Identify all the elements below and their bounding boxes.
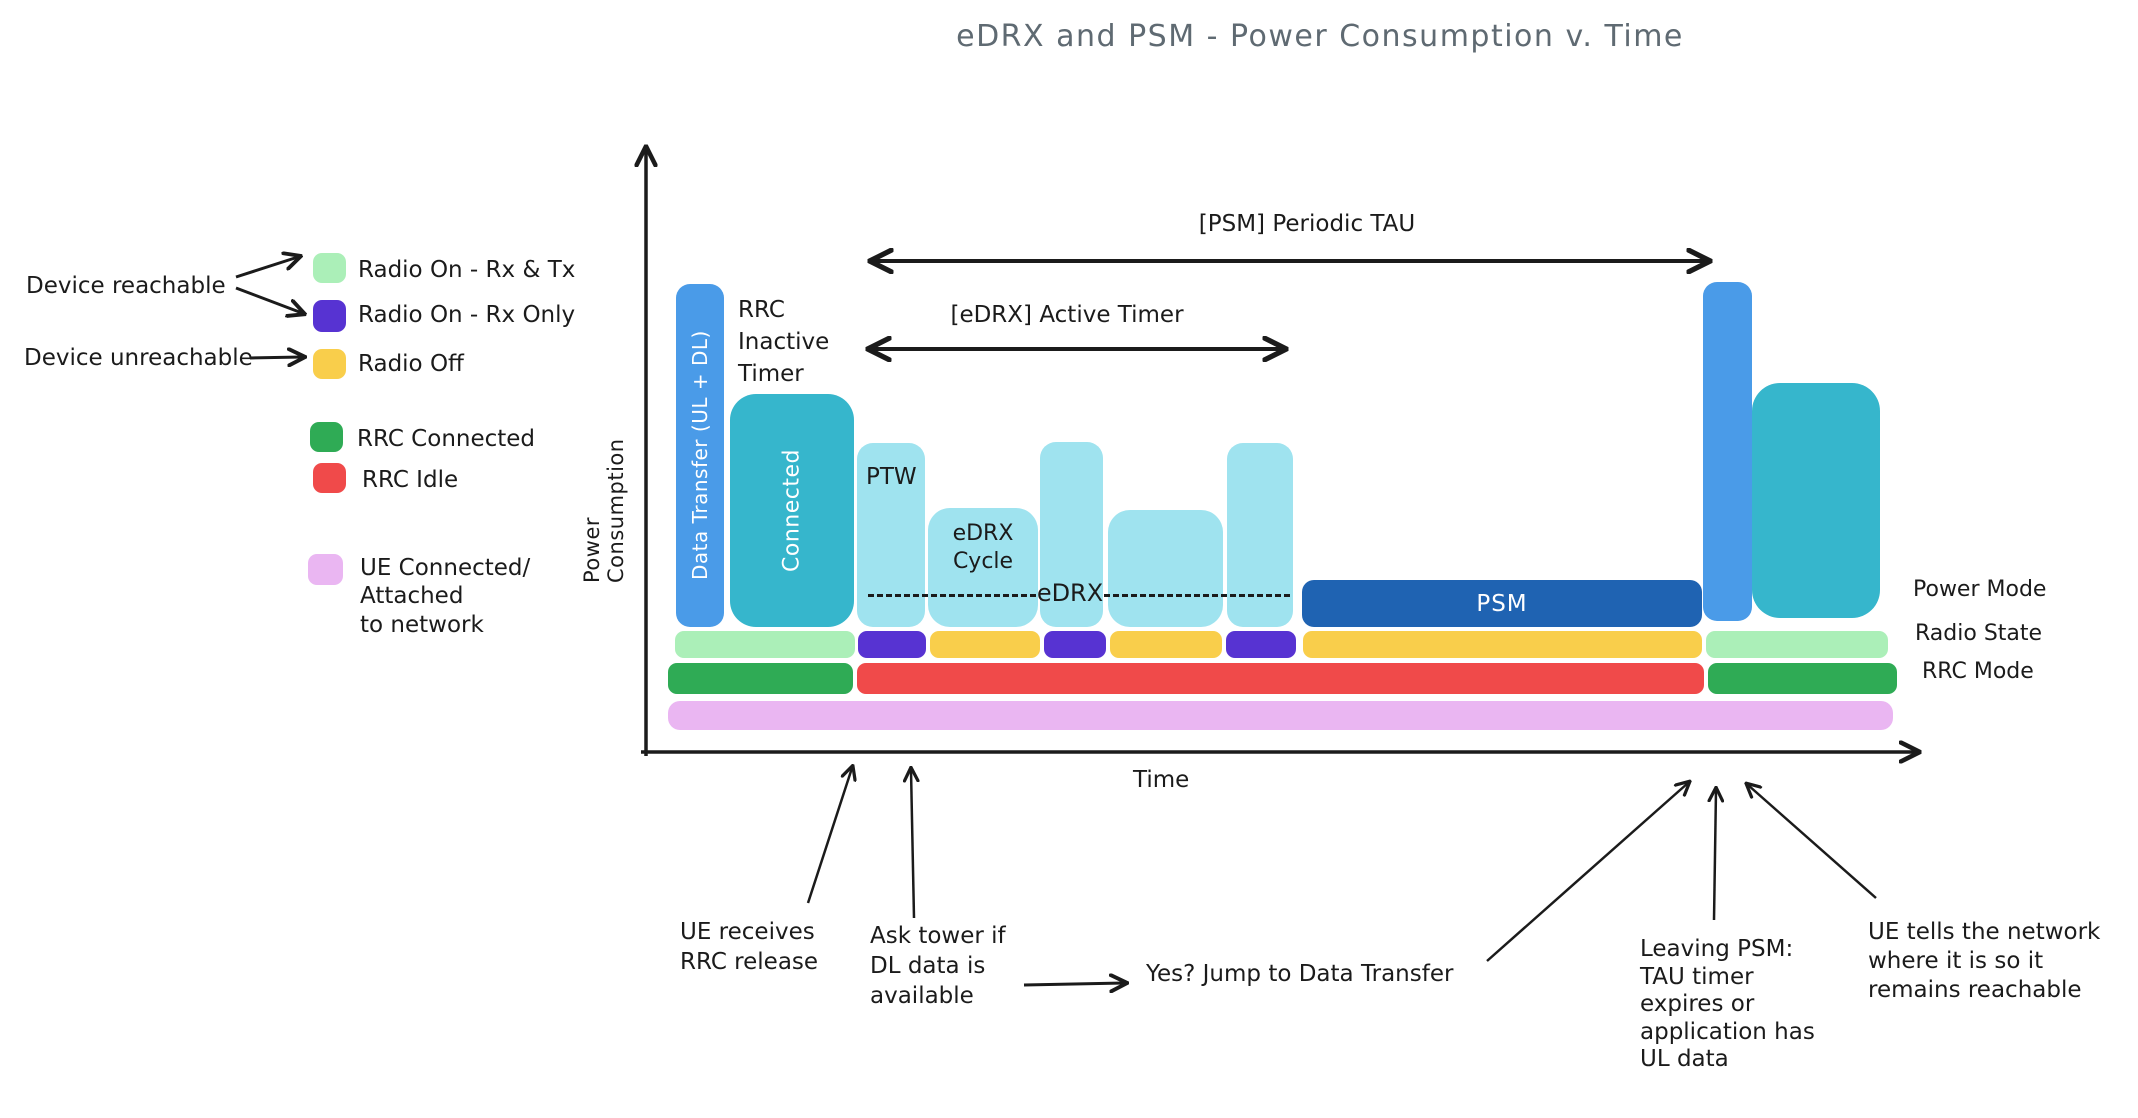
legend-device-reachable-label: Device reachable: [26, 273, 226, 299]
rrc-mode-row-label: RRC Mode: [1922, 659, 2034, 684]
edrx-active-timer-label: [eDRX] Active Timer: [950, 302, 1184, 328]
legend-swatch-rrc-connected: [310, 422, 343, 452]
edrx-cycle-label: eDRX Cycle: [952, 521, 1014, 574]
device-unreachable-arrow: [249, 357, 302, 358]
edrx-cycle-bar-2: [1108, 510, 1223, 627]
power-mode-row-label: Power Mode: [1913, 577, 2047, 602]
radio-strip-rxtx-right: [1706, 631, 1888, 658]
legend-radio-off-label: Radio Off: [358, 351, 464, 377]
ptw-bar: PTW: [857, 443, 925, 627]
ue-attached-strip: [668, 701, 1893, 730]
legend-swatch-radio-off: [313, 349, 346, 379]
edrx-dash-line-right: [1104, 594, 1290, 597]
radio-strip-rxonly-3: [1226, 631, 1296, 658]
connected-bar: Connected: [730, 394, 854, 627]
data-transfer-bar-label: Data Transfer (UL + DL): [688, 330, 712, 581]
yes-jump-arrow: [1023, 983, 1124, 985]
rrc-inactive-timer-label: RRC Inactive Timer: [738, 297, 830, 388]
y-axis-label: Power Consumption: [580, 368, 628, 583]
psm-periodic-tau-label: [PSM] Periodic TAU: [1198, 211, 1416, 237]
radio-strip-rxonly-2: [1044, 631, 1106, 658]
ptw-bar-2: [1040, 442, 1103, 627]
radio-strip-off-psm: [1303, 631, 1702, 658]
jump-to-data-transfer-arrow: [1486, 783, 1688, 962]
legend-swatch-ue-attached: [308, 554, 343, 585]
legend-ue-attached-label: UE Connected/ Attached to network: [360, 555, 531, 638]
device-reachable-arrow-rxtx: [235, 257, 298, 279]
connected-bar-label: Connected: [779, 449, 805, 572]
data-transfer-bar: Data Transfer (UL + DL): [676, 284, 724, 627]
radio-state-row-label: Radio State: [1915, 621, 2043, 646]
annotation-leaving-psm: Leaving PSM: TAU timer expires or applic…: [1640, 936, 1815, 1073]
radio-strip-off-1: [930, 631, 1040, 658]
legend-swatch-radio-on-rxonly: [313, 300, 346, 332]
ptw-bar-label: PTW: [866, 464, 917, 490]
x-axis-label: Time: [1133, 767, 1190, 793]
rrc-strip-connected-right: [1708, 663, 1897, 694]
legend-swatch-rrc-idle: [313, 463, 346, 493]
wakeup-connected-bar: [1752, 383, 1880, 618]
page-title: eDRX and PSM - Power Consumption v. Time: [956, 19, 1684, 54]
radio-strip-rxonly-1: [858, 631, 926, 658]
legend-rrc-idle-label: RRC Idle: [362, 467, 459, 493]
radio-strip-rxtx-left: [675, 631, 855, 658]
annotation-ask-tower: Ask tower if DL data is available: [870, 923, 1006, 1009]
legend-device-unreachable-label: Device unreachable: [24, 345, 253, 371]
rrc-strip-idle: [857, 663, 1704, 694]
wakeup-data-transfer-bar: [1703, 282, 1752, 621]
ue-receives-arrow: [806, 768, 852, 904]
legend-swatch-radio-on-rxtx: [313, 253, 346, 283]
edrx-dash-line-left: [868, 594, 1036, 597]
annotation-ue-receives-rrc-release: UE receives RRC release: [680, 919, 819, 975]
ptw-bar-3: [1227, 443, 1293, 627]
rrc-strip-connected-left: [668, 663, 853, 694]
legend-rrc-connected-label: RRC Connected: [357, 426, 536, 452]
leaving-psm-arrow: [1714, 790, 1716, 921]
edrx-dash-label: eDRX: [1036, 579, 1104, 607]
psm-bar: PSM: [1302, 580, 1702, 627]
ue-tells-arrow: [1748, 785, 1877, 899]
y-axis-label-text: Power Consumption: [580, 438, 628, 583]
edrx-cycle-bar-1: eDRX Cycle: [928, 508, 1038, 627]
ask-tower-arrow: [911, 770, 914, 919]
psm-bar-label: PSM: [1476, 590, 1528, 617]
legend-radio-on-rxtx-label: Radio On - Rx & Tx: [358, 257, 576, 283]
annotation-ue-tells-network: UE tells the network where it is so it r…: [1868, 919, 2101, 1003]
radio-strip-off-2: [1110, 631, 1222, 658]
annotation-yes-jump: Yes? Jump to Data Transfer: [1146, 961, 1454, 987]
device-reachable-arrow-rxonly: [235, 286, 302, 313]
legend-radio-on-rxonly-label: Radio On - Rx Only: [358, 302, 576, 328]
